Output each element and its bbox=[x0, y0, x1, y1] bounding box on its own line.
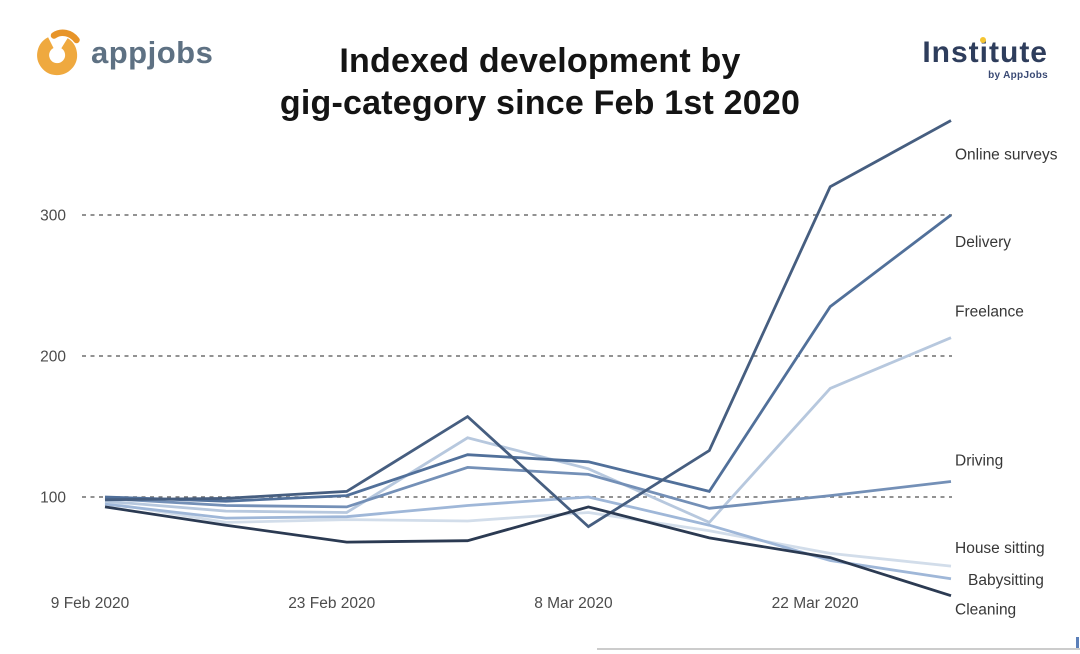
series-label-driving: Driving bbox=[955, 452, 1003, 469]
bottom-edge-line bbox=[597, 648, 1080, 650]
page-title: Indexed development by gig-category sinc… bbox=[140, 40, 940, 124]
title-line-1: Indexed development by bbox=[339, 42, 741, 80]
series-line-cleaning bbox=[104, 505, 952, 598]
appjobs-wordmark: appjobs bbox=[91, 35, 214, 70]
series-label-delivery: Delivery bbox=[955, 234, 1011, 251]
series-label-cleaning: Cleaning bbox=[955, 602, 1016, 619]
series-line-house-sitting bbox=[104, 501, 952, 568]
institute-word-suffix: tute bbox=[989, 36, 1048, 69]
series-line-delivery bbox=[104, 213, 952, 503]
institute-word-prefix: Inst bbox=[922, 36, 980, 69]
title-line-2: gig-category since Feb 1st 2020 bbox=[279, 84, 801, 122]
x-tick-label: 8 Mar 2020 bbox=[534, 595, 613, 612]
x-tick-label: 9 Feb 2020 bbox=[51, 595, 130, 612]
institute-wordmark: Institute bbox=[922, 38, 1048, 68]
series-label-freelance: Freelance bbox=[955, 304, 1024, 321]
institute-yellow-dot-i: i bbox=[979, 36, 989, 69]
appjobs-logo: appjobs bbox=[34, 28, 213, 78]
x-tick-label: 23 Feb 2020 bbox=[288, 595, 375, 612]
y-tick-label-100: 100 bbox=[40, 490, 66, 507]
x-tick-label: 22 Mar 2020 bbox=[772, 595, 859, 612]
series-label-babysitting: Babysitting bbox=[968, 572, 1044, 589]
series-label-house-sitting: House sitting bbox=[955, 540, 1045, 557]
y-tick-label-200: 200 bbox=[40, 349, 66, 366]
series-line-babysitting bbox=[104, 495, 952, 581]
institute-logo: Institute by AppJobs bbox=[922, 38, 1048, 82]
series-label-online-surveys: Online surveys bbox=[955, 147, 1058, 164]
series-line-online-surveys bbox=[104, 119, 952, 529]
right-edge-mark bbox=[1076, 637, 1079, 648]
series-line-freelance bbox=[104, 336, 952, 525]
institute-subtext: by AppJobs bbox=[988, 70, 1048, 81]
appjobs-ring-icon bbox=[37, 29, 80, 76]
y-tick-label-300: 300 bbox=[40, 208, 66, 225]
